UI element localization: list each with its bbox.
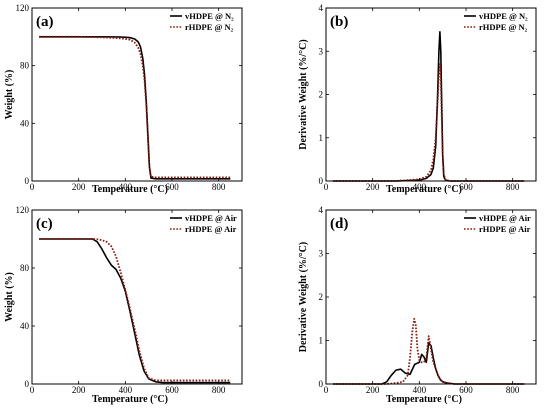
x-tick-label: 400 [413,385,427,395]
x-tick-label: 400 [119,385,133,395]
series-line-d-0 [333,341,525,385]
y-tick-label: 4 [319,205,324,215]
legend-label: vHDPE @ N₂ [185,11,234,21]
y-tick-label: 120 [16,205,30,215]
chart-panel-d: 0 200 400 600 800 0 1 2 3 4 Temperature (°C) Deriva… [298,205,537,405]
x-tick-label: 800 [212,182,226,192]
y-tick-label: 1 [319,133,324,143]
plot-frame [31,7,243,182]
y-axis-label: Weight (%) [4,70,15,120]
series-line-d-1 [333,317,525,385]
x-tick-label: 0 [324,182,329,192]
y-tick-label: 2 [319,292,324,302]
chart-panel-c: 0 200 400 600 800 0 40 80 120 Temperature (°C) Wei… [4,205,243,405]
x-tick-label: 200 [72,385,86,395]
plot-frame [31,209,243,385]
x-tick-label: 200 [72,182,86,192]
x-axis-label: Temperature (°C) [92,184,168,195]
chart-panel-b: 0 200 400 600 800 0 1 2 3 4 Temperature (°C) Deriva… [298,3,537,195]
y-tick-label: 80 [20,263,30,273]
panel-label: (c) [36,216,53,232]
x-tick-label: 800 [506,385,520,395]
y-tick-label: 40 [20,118,30,128]
x-tick-label: 800 [506,182,520,192]
legend-label: vHDPE @ Air [479,213,531,223]
x-tick-label: 200 [366,182,380,192]
x-axis-label: Temperature (°C) [386,184,462,195]
x-tick-label: 0 [30,182,35,192]
chart-panel-a: 0 200 400 600 800 0 40 80 120 Temperature (°C) Wei… [4,3,243,195]
series-line-c-0 [39,238,231,384]
series-line-a-0 [39,35,231,180]
plot-frame [325,209,537,385]
y-axis-label: Weight (%) [4,272,15,322]
y-tick-label: 0 [319,176,324,186]
y-tick-label: 0 [319,379,324,389]
panel-label: (d) [330,216,348,232]
y-tick-label: 80 [20,61,30,71]
panel-label: (b) [330,14,348,30]
y-tick-label: 40 [20,321,30,331]
x-tick-label: 600 [165,385,179,395]
series-line-c-1 [39,238,231,382]
x-tick-label: 600 [165,182,179,192]
y-tick-label: 120 [16,3,30,13]
x-axis-label: Temperature (°C) [92,394,168,405]
legend-label: rHDPE @ Air [185,224,237,234]
series-line-a-1 [39,35,231,179]
x-tick-label: 400 [119,182,133,192]
plot-frame [325,7,537,182]
y-tick-label: 3 [319,46,324,56]
x-tick-label: 200 [366,385,380,395]
y-tick-label: 0 [25,176,30,186]
y-axis-label: Derivative Weight (%/°C) [298,39,309,149]
x-tick-label: 800 [212,385,226,395]
legend-label: rHDPE @ N₂ [185,22,234,32]
x-tick-label: 0 [324,385,329,395]
x-tick-label: 600 [459,385,473,395]
legend-label: rHDPE @ N₂ [479,22,528,32]
x-tick-label: 600 [459,182,473,192]
legend-label: vHDPE @ Air [185,213,237,223]
legend-label: rHDPE @ Air [479,224,531,234]
series-line-b-1 [333,63,525,182]
x-axis-label: Temperature (°C) [386,394,462,405]
legend-label: vHDPE @ N₂ [479,11,528,21]
series-line-b-0 [333,30,525,182]
y-tick-label: 2 [319,90,324,100]
y-tick-label: 1 [319,336,324,346]
y-tick-label: 0 [25,379,30,389]
y-axis-label: Derivative Weight (%/°C) [298,242,309,352]
x-tick-label: 0 [30,385,35,395]
y-tick-label: 4 [319,3,324,13]
y-tick-label: 3 [319,249,324,259]
x-tick-label: 400 [413,182,427,192]
panel-label: (a) [36,14,54,30]
